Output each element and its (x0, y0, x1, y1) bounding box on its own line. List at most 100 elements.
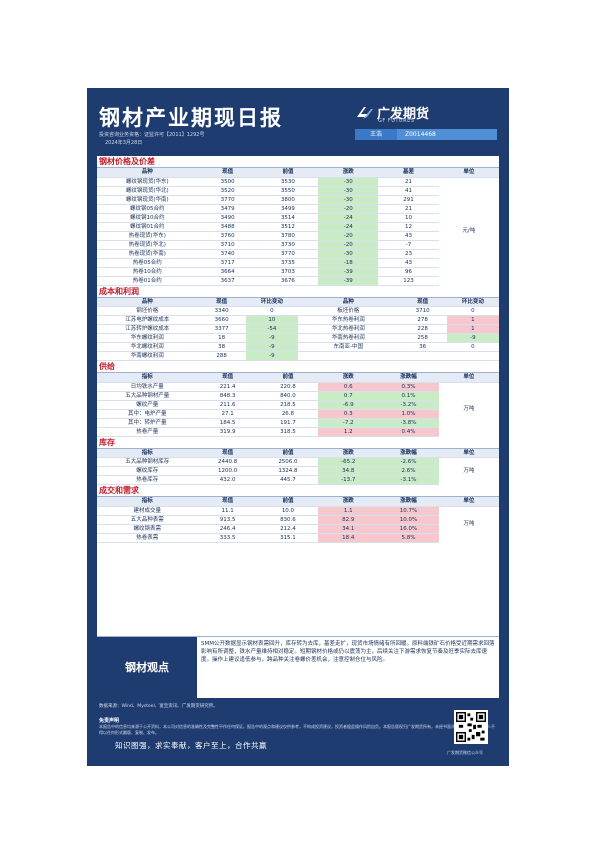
table-row: 热卷库存 432.0 445.7 -13.7 -3.1% (97, 475, 499, 485)
column-header: 现值 (197, 448, 258, 458)
current-value: 3520 (197, 186, 258, 196)
change-value: -9 (446, 333, 499, 343)
market-view-text: SMM公开数据显示钢材表需回升，库存转为去库，基差走扩，现货市场情绪有所回暖。原… (201, 641, 495, 663)
row-name: 五大品种钢材库存 (97, 457, 198, 467)
current-value: 3490 (197, 213, 258, 223)
table-row: 热卷现货(华北) 3710 3730 -20 -7 (97, 240, 499, 250)
row-name (297, 351, 399, 361)
change-value: 1.1 (318, 506, 379, 516)
change-value: 34.8 (318, 466, 379, 476)
table-row: 螺纹钢现货(华南) 3770 3800 -30 291 (97, 195, 499, 205)
qr-code-icon (454, 710, 488, 744)
basis-value: 291 (378, 195, 439, 205)
current-value: 221.4 (197, 382, 258, 392)
row-name: 热卷现货(华北) (97, 240, 198, 250)
previous-value: 220.8 (257, 382, 319, 392)
previous-value: 3512 (257, 222, 319, 232)
change-value: -18 (318, 258, 379, 268)
change-percent: 2.6% (378, 466, 439, 476)
report-content: 钢材价格及价差 品种 现值 前值 涨跌 基差 单位 螺纹钢现货(华东) 3500 3530 -3… (97, 156, 499, 636)
current-value: 27.1 (197, 409, 258, 419)
inventory-section-title: 库存 (97, 437, 499, 449)
column-header: 单位 (438, 497, 499, 507)
table-row: 热卷01合约 3637 3676 -39 123 (97, 276, 499, 286)
row-name: 螺纹钢01合约 (97, 222, 198, 232)
change-value: -20 (318, 204, 379, 214)
row-name: 螺纹钢现货(华东) (97, 177, 198, 187)
column-header: 涨跌 (318, 168, 379, 178)
table-row: 华东螺纹利润 18 -9 华南热卷利润 258 -9 (97, 333, 499, 343)
table-row: 螺纹钢现货(华北) 3520 3550 -30 41 (97, 186, 499, 196)
previous-value: 191.7 (257, 418, 319, 428)
column-header: 涨跌幅 (378, 497, 439, 507)
change-value: 0 (446, 342, 499, 352)
unit-label: 万吨 (463, 468, 475, 475)
table-row: 华南螺纹利润 288 -9 (97, 351, 499, 361)
row-name: 螺纹产量 (97, 400, 198, 410)
previous-value: 26.8 (257, 409, 319, 419)
row-name: 华东热卷利润 (297, 315, 399, 325)
disclaimer-title: 免责声明 (99, 718, 120, 724)
table-header-row: 指标 现值 前值 涨跌 涨跌幅 单位 (97, 448, 499, 458)
change-percent: -2.6% (378, 457, 439, 467)
disclaimer-text: 本报告中的信息均来源于公开资料，本公司对信息的准确性及完整性不作任何保证。报告中… (99, 724, 495, 735)
row-name: 江苏转炉螺纹成本 (97, 324, 198, 334)
change-value: -9 (245, 342, 298, 352)
analyst-name: 王浩 (355, 129, 397, 140)
row-name: 热卷表需 (97, 533, 198, 543)
row-name: 五大品种钢材产量 (97, 391, 198, 401)
basis-value: 43 (378, 231, 439, 241)
row-name: 江苏电炉螺纹成本 (97, 315, 198, 325)
basis-value: 43 (378, 258, 439, 268)
column-header: 现值 (197, 497, 258, 507)
current-value: 3637 (197, 276, 258, 286)
current-value: 3479 (197, 204, 258, 214)
previous-value: 318.5 (257, 427, 319, 437)
qr-caption: 广发期货微信公众号 (447, 750, 483, 755)
table-row: 热卷表需 333.5 315.1 18.4 5.8% (97, 533, 499, 543)
table-row: 热卷产量 319.9 318.5 1.2 0.4% (97, 427, 499, 437)
company-slogan: 知识图强，求实奉献，客户至上，合作共赢 (115, 741, 267, 750)
price-section-title: 钢材价格及价差 (97, 156, 499, 168)
table-row: 热卷10合约 3664 3703 -39 96 (97, 267, 499, 277)
current-value: 184.5 (197, 418, 258, 428)
previous-value: 3676 (257, 276, 319, 286)
current-value: 319.9 (197, 427, 258, 437)
column-header: 涨跌幅 (378, 373, 439, 383)
row-name: 华南热卷利润 (297, 333, 399, 343)
previous-value: 3780 (257, 231, 319, 241)
table-row: 螺纹钢现货(华东) 3500 3530 -30 21 元/吨 (97, 177, 499, 234)
column-header: 品种 (97, 297, 198, 307)
report-title: 钢材产业期现日报 (99, 106, 283, 130)
table-header-row: 指标 现值 前值 涨跌 涨跌幅 单位 (97, 373, 499, 383)
change-percent: -3.8% (378, 418, 439, 428)
row-name: 热卷库存 (97, 475, 198, 485)
change-value: -7.2 (318, 418, 379, 428)
change-value: -20 (318, 240, 379, 250)
row-name: 螺纹钢现货(华南) (97, 195, 198, 205)
change-value: -9 (245, 351, 298, 361)
supply-section-title: 供给 (97, 361, 499, 373)
previous-value: 3800 (257, 195, 319, 205)
current-value: 848.3 (197, 391, 258, 401)
row-name: 其中：转炉产量 (97, 418, 198, 428)
basis-value: 12 (378, 222, 439, 232)
current-value: 11.1 (197, 506, 258, 516)
table-row: 螺纹钢表需 246.4 212.4 34.1 16.0% (97, 524, 499, 534)
current-value: 3660 (197, 315, 246, 325)
current-value: 228 (398, 324, 447, 334)
analyst-license: Z0014468 (397, 129, 497, 140)
change-value: 0 (245, 306, 298, 316)
column-header: 前值 (257, 168, 319, 178)
change-percent: 10.7% (378, 506, 439, 516)
column-header: 单位 (438, 168, 499, 178)
table-row: 其中：转炉产量 184.5 191.7 -7.2 -3.8% (97, 418, 499, 428)
unit-label: 元/吨 (462, 228, 476, 235)
previous-value: 3770 (257, 249, 319, 259)
change-value: 10 (245, 315, 298, 325)
change-percent: 0.1% (378, 391, 439, 401)
row-name: 热卷01合约 (97, 276, 198, 286)
market-view-label: 钢材观点 (97, 637, 197, 699)
current-value: 3340 (197, 306, 246, 316)
table-header-row: 品种 现值 前值 涨跌 基差 单位 (97, 168, 499, 178)
